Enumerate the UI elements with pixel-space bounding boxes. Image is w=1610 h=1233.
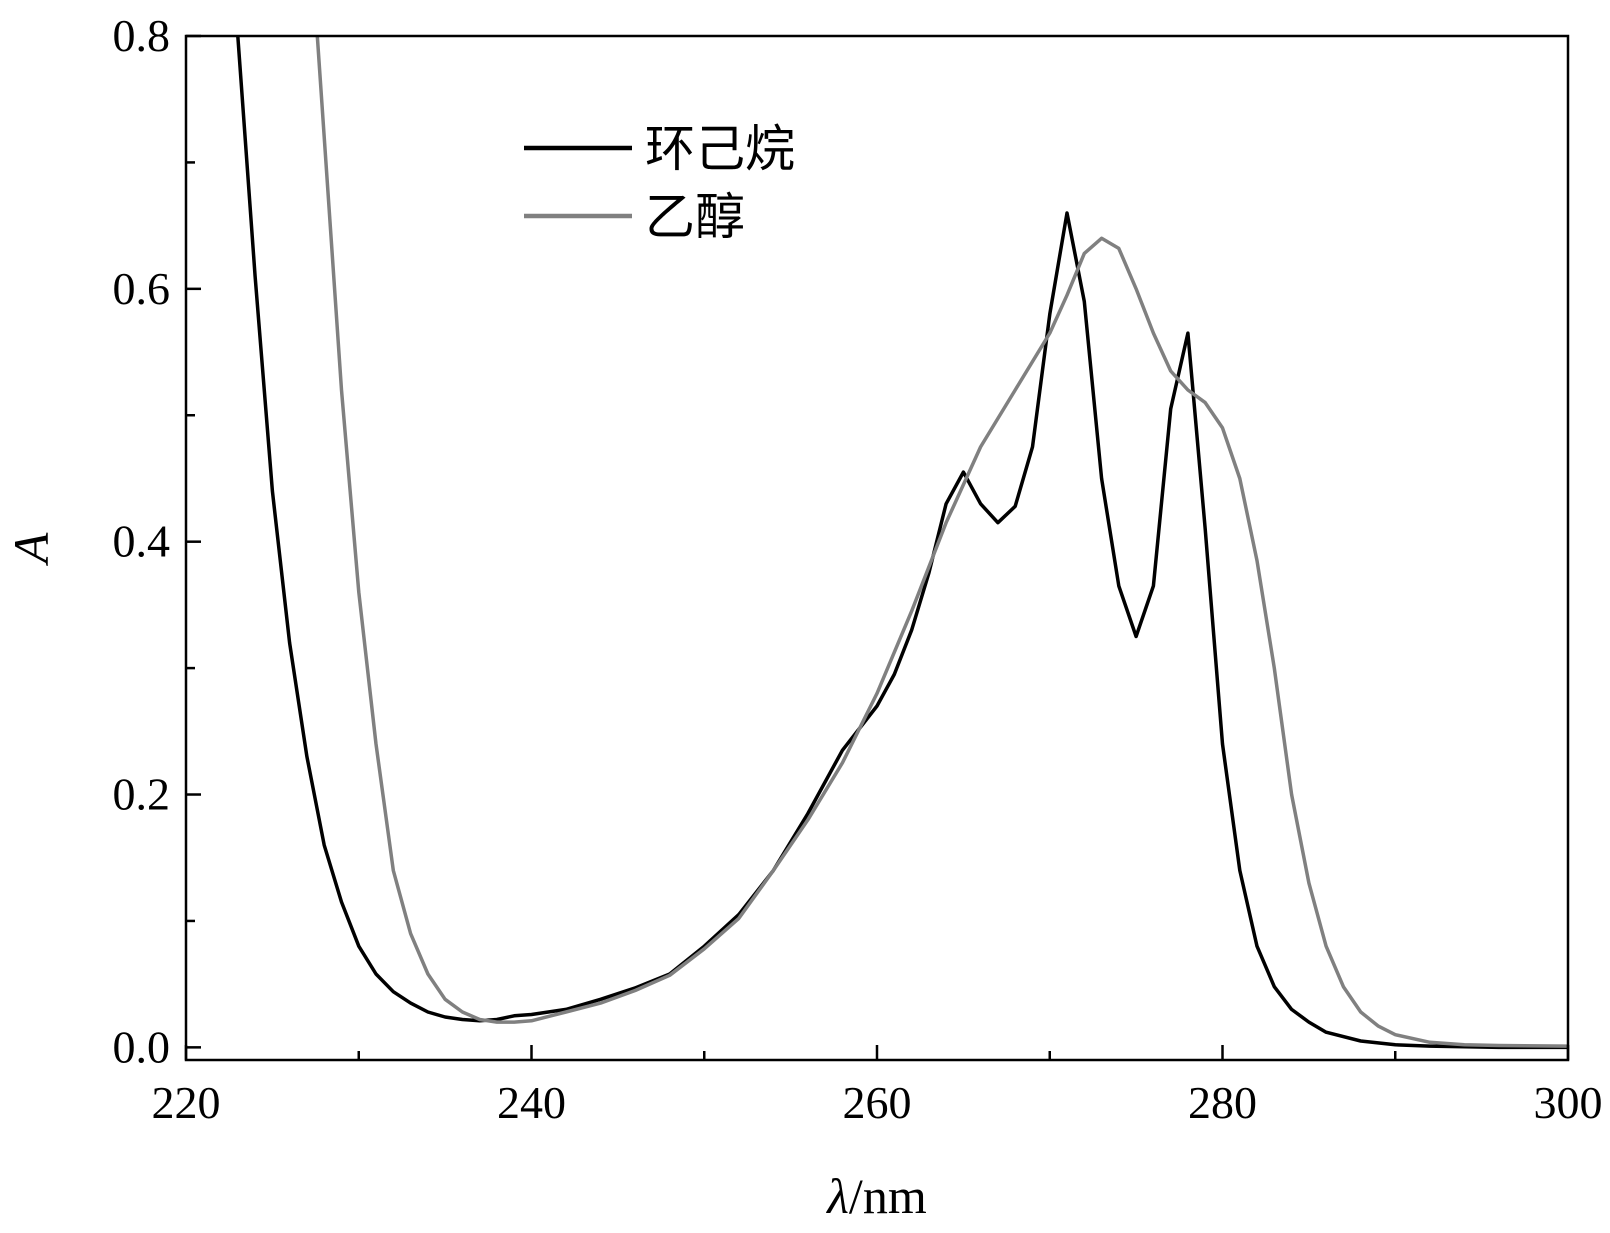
x-tick-label: 260 (843, 1077, 912, 1128)
x-axis-title-unit: /nm (849, 1168, 927, 1224)
x-tick-label: 240 (497, 1077, 566, 1128)
y-tick-label: 0.4 (113, 516, 171, 567)
legend-label-0: 环己烷 (645, 120, 795, 178)
x-axis-title: λ/nm (825, 1168, 927, 1224)
tick-layer: 220 240 260 280 300 0.0 0.2 0.4 0.6 0.8 (113, 10, 1603, 1128)
series-line-1 (315, 36, 1568, 1048)
x-tick-label: 300 (1534, 1077, 1603, 1128)
legend-label-1: 乙醇 (645, 188, 745, 246)
y-axis-title: A (3, 532, 59, 566)
y-tick-label: 0.2 (113, 769, 171, 820)
plot-frame (184, 34, 1570, 1062)
y-tick-label: 0.6 (113, 263, 171, 314)
series-line-0 (236, 36, 1568, 1050)
x-axis-title-symbol: λ (825, 1168, 849, 1224)
x-tick-label: 220 (152, 1077, 221, 1128)
y-tick-label: 0.8 (113, 10, 171, 61)
y-tick-label: 0.0 (113, 1021, 171, 1072)
x-tick-label: 280 (1188, 1077, 1257, 1128)
series-layer (236, 36, 1568, 1050)
